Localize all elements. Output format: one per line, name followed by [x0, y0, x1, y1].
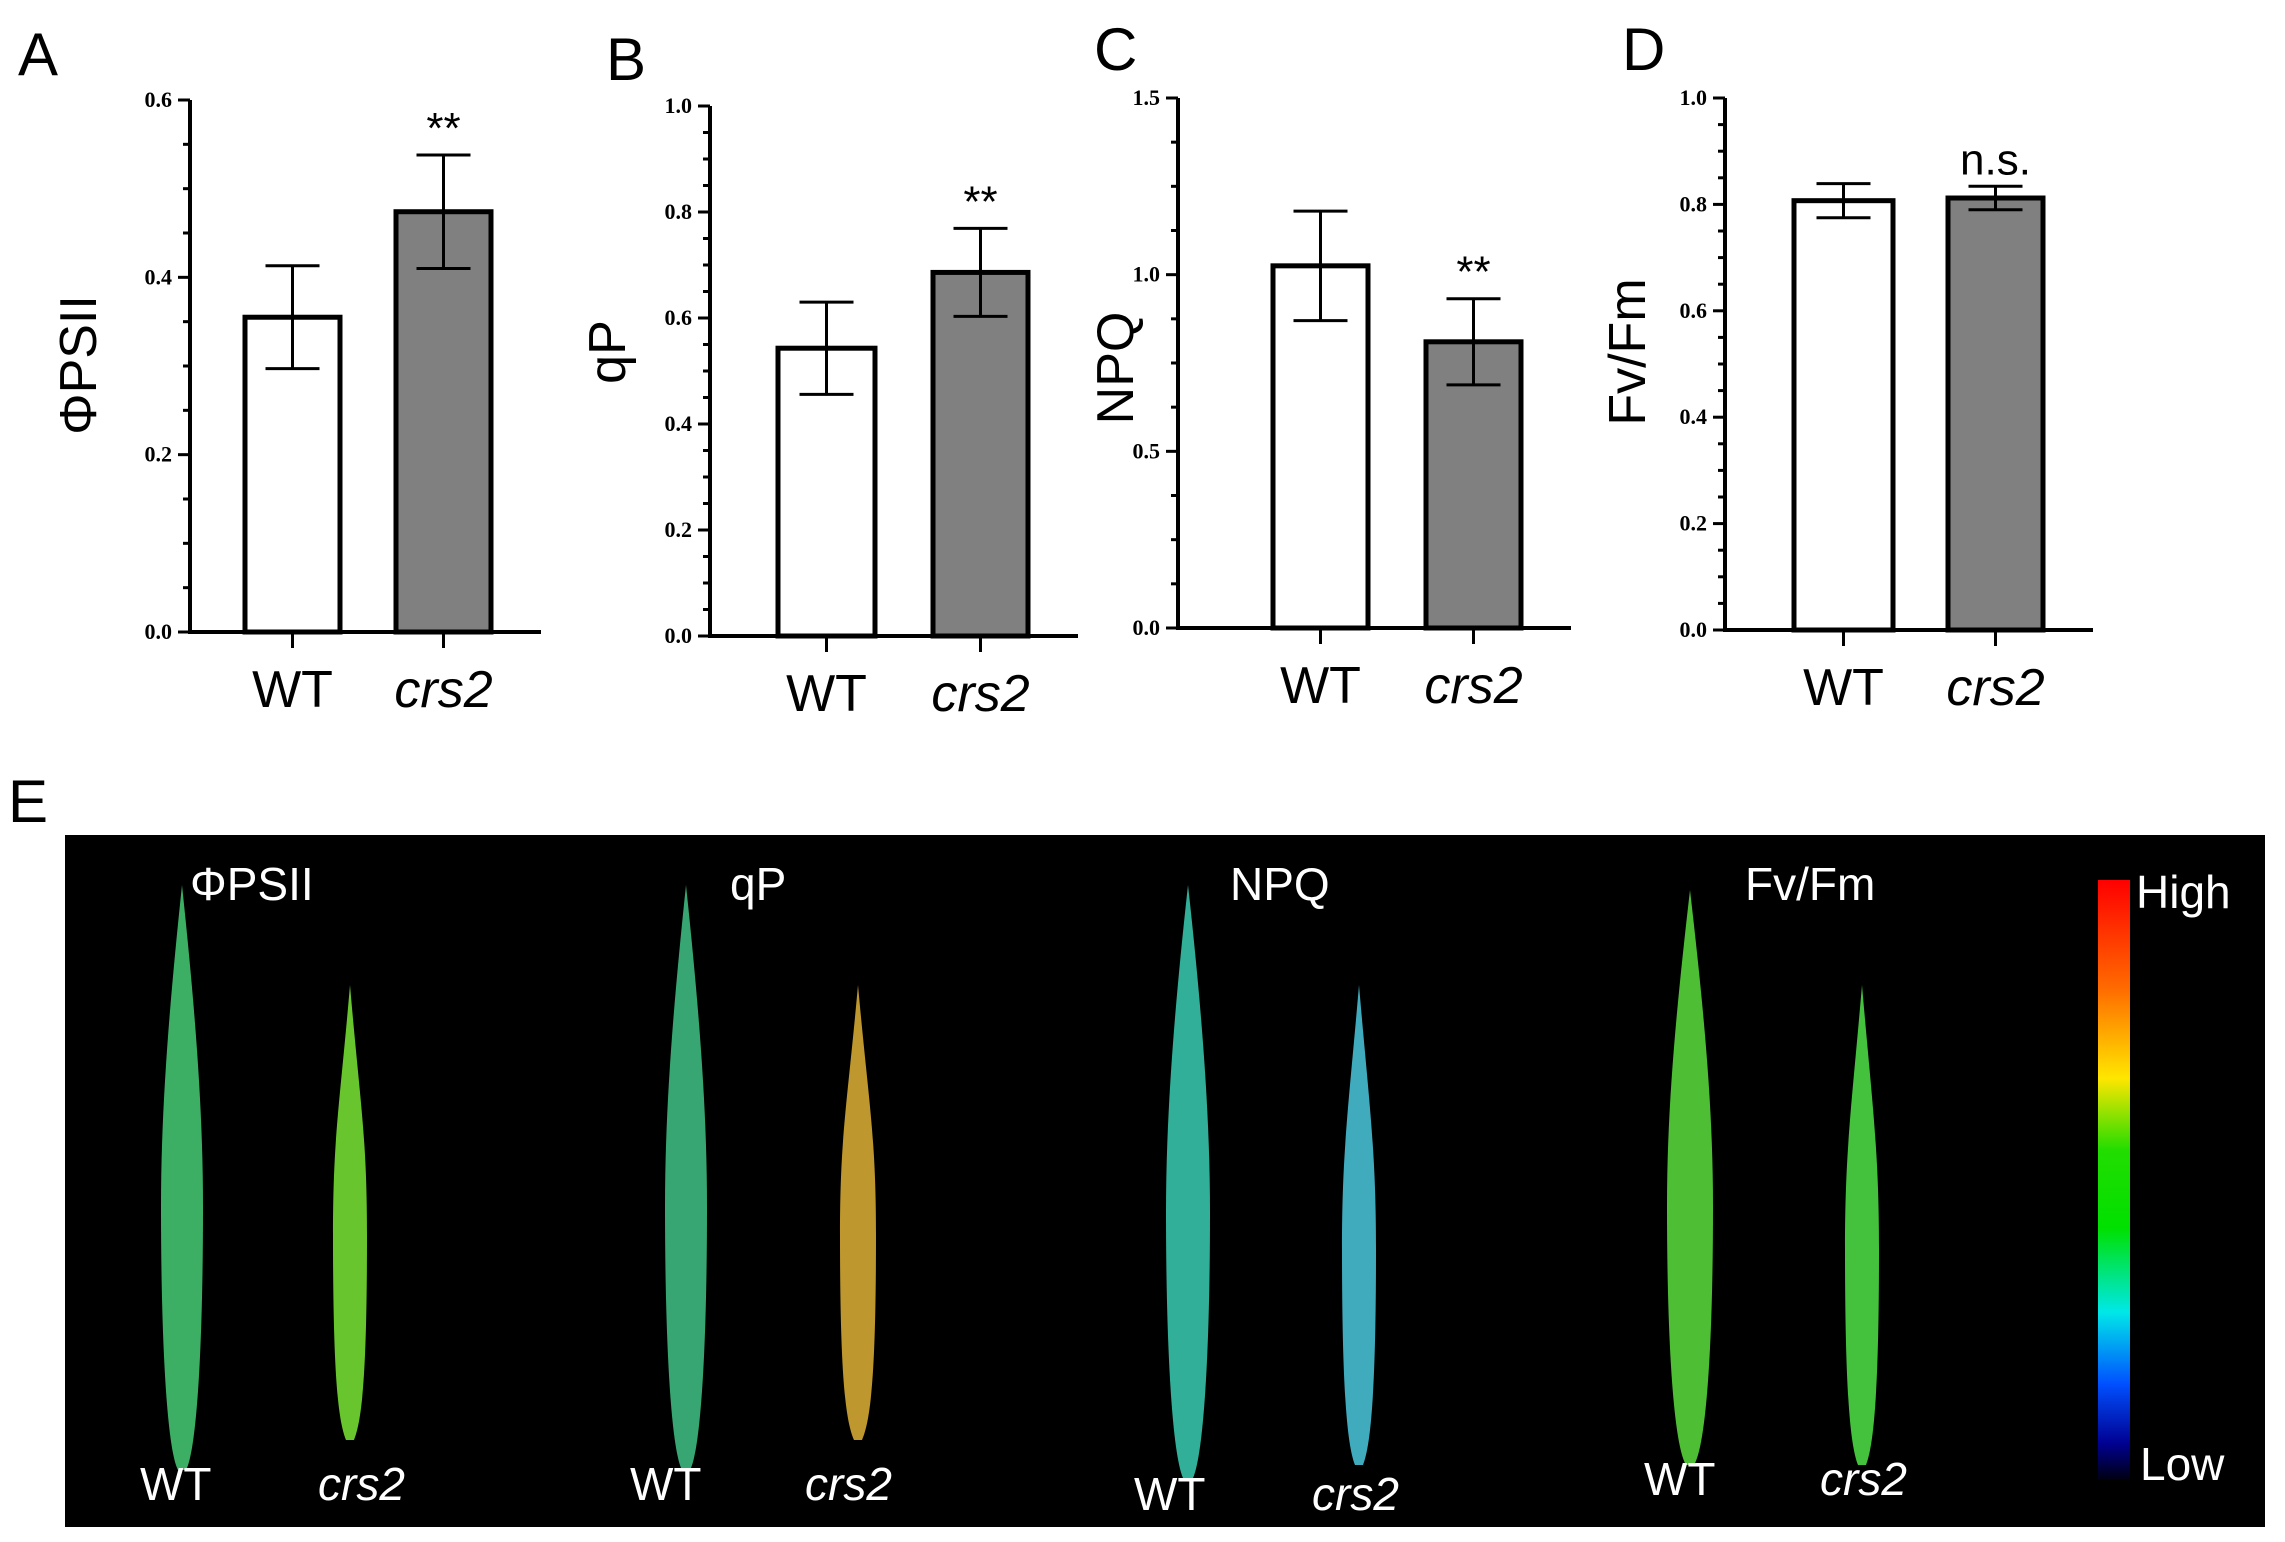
leaf-label-wt: WT [1644, 1453, 1716, 1505]
bar-chart-b: BqP WT ** crs2 0.0 0.2 0.4 0.6 0.8 1.0 [579, 26, 1078, 723]
bar-chart-c: C NPQ WT ** crs2 0.0 0.5 1.0 1.5 [1087, 16, 1571, 715]
leaf-wt [665, 885, 707, 1470]
y-axis-label: NPQ [1087, 312, 1145, 425]
bar-crs2 [393, 209, 494, 635]
y-tick-label: 1.0 [1680, 85, 1708, 110]
color-scale: High Low [2098, 866, 2231, 1490]
y-tick-label: 0.4 [145, 264, 173, 289]
significance-label: ** [426, 104, 460, 153]
imaging-panel-1: ΦPSII WT crs2 [140, 858, 405, 1510]
y-tick-label: 1.0 [665, 93, 693, 118]
y-tick-label: 0.2 [1680, 511, 1708, 536]
imaging-title: Fv/Fm [1745, 858, 1875, 910]
leaf-label-crs2: crs2 [318, 1458, 405, 1510]
bar-chart-a: A ΦPSII WT ** crs2 0.0 0.2 0.4 0.6 [18, 21, 541, 719]
leaf-crs2 [840, 985, 876, 1440]
leaf-wt [161, 885, 203, 1470]
bar-crs2 [1945, 195, 2046, 633]
y-tick-label: 0.0 [145, 619, 173, 644]
bar-WT [775, 345, 878, 639]
imaging-panel-2: qP WT crs2 [630, 858, 892, 1510]
x-tick-label: crs2 [1424, 657, 1522, 715]
y-tick-label: 0.4 [1680, 404, 1708, 429]
leaf-wt [1166, 885, 1210, 1480]
y-axis-label: Fv/Fm [1599, 278, 1657, 425]
y-tick-label: 0.6 [665, 305, 693, 330]
y-tick-label: 0.0 [1680, 617, 1708, 642]
x-tick-label: WT [252, 661, 333, 719]
y-axis-label: ΦPSII [50, 295, 108, 435]
leaf-label-crs2: crs2 [805, 1458, 892, 1510]
bar-crs2 [930, 269, 1031, 639]
x-tick-label: crs2 [1946, 659, 2044, 717]
scale-low-label: Low [2140, 1438, 2225, 1490]
color-scale-bar [2098, 880, 2130, 1480]
y-tick-label: 0.5 [1133, 438, 1161, 463]
significance-label: n.s. [1960, 135, 2031, 184]
panel-letter: C [1094, 16, 1137, 83]
leaf-label-wt: WT [630, 1458, 702, 1510]
leaf-crs2 [1845, 985, 1879, 1465]
leaf-crs2 [333, 985, 367, 1440]
y-tick-label: 0.0 [665, 623, 693, 648]
scale-high-label: High [2136, 866, 2231, 918]
x-tick-label: WT [1803, 659, 1884, 717]
imaging-panel-4: Fv/Fm WT crs2 [1644, 858, 1907, 1505]
y-axis-label: qP [579, 320, 637, 384]
panel-letter: B [606, 26, 646, 93]
bar-WT [1270, 263, 1371, 631]
y-tick-label: 0.6 [1680, 298, 1708, 323]
y-tick-label: 0.8 [665, 199, 693, 224]
imaging-title: ΦPSII [190, 858, 314, 910]
panel-letter: A [18, 21, 58, 88]
y-tick-label: 0.2 [145, 442, 173, 467]
imaging-title: qP [730, 858, 786, 910]
leaf-wt [1667, 890, 1713, 1465]
x-tick-label: WT [1280, 657, 1361, 715]
imaging-panel-3: NPQ WT crs2 [1134, 858, 1399, 1520]
significance-label: ** [963, 177, 997, 226]
y-tick-label: 0.4 [665, 411, 693, 436]
imaging-group: ΦPSII WT crs2 qP WT crs2 NPQ WT crs2 Fv/Fm WT crs2 [140, 858, 1907, 1520]
leaf-crs2 [1342, 985, 1376, 1465]
bar-panels: A ΦPSII WT ** crs2 0.0 0.2 0.4 0.6 BqP WT ** crs2 0.0… [18, 16, 2093, 723]
bar-crs2 [1423, 339, 1524, 631]
x-tick-label: crs2 [931, 665, 1029, 723]
bar-chart-d: D Fv/Fm WT n.s. crs2 0.0 0.2 0.4 0.6 0.8 1.0 [1599, 16, 2093, 717]
panel-letter: D [1622, 16, 1665, 83]
y-tick-label: 0.8 [1680, 191, 1708, 216]
y-tick-label: 0.2 [665, 517, 693, 542]
panel-letter-e: E [8, 768, 48, 835]
y-tick-label: 1.5 [1133, 85, 1161, 110]
imaging-title: NPQ [1230, 858, 1330, 910]
y-tick-label: 1.0 [1133, 262, 1161, 287]
leaf-label-wt: WT [1134, 1468, 1206, 1520]
y-tick-label: 0.6 [145, 87, 173, 112]
leaf-label-crs2: crs2 [1820, 1453, 1907, 1505]
bar-WT [1791, 198, 1896, 633]
x-tick-label: crs2 [394, 661, 492, 719]
significance-label: ** [1456, 248, 1490, 297]
x-tick-label: WT [786, 665, 867, 723]
leaf-label-crs2: crs2 [1312, 1468, 1399, 1520]
leaf-label-wt: WT [140, 1458, 212, 1510]
imaging-background [65, 835, 2265, 1527]
y-tick-label: 0.0 [1133, 615, 1161, 640]
